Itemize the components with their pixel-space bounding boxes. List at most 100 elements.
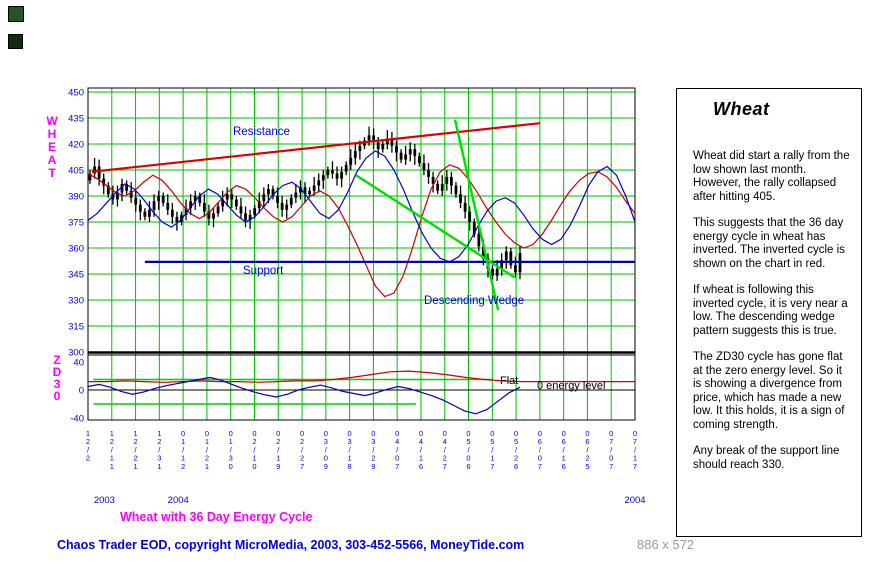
date-label: 4: [395, 437, 399, 446]
candle-body: [321, 175, 325, 181]
candle-body: [463, 202, 467, 212]
date-label: 1: [157, 429, 161, 438]
date-label: 0: [348, 429, 352, 438]
candle-body: [390, 138, 394, 146]
candle-body: [125, 183, 128, 191]
resistance-line: [91, 122, 540, 173]
energy-cycle-blue: [87, 150, 636, 263]
date-label: 2: [205, 454, 209, 463]
candle-body: [239, 206, 243, 214]
date-label: 0: [300, 429, 304, 438]
date-label: 2: [585, 454, 589, 463]
price-tick-label: 420: [68, 140, 84, 151]
candle-body: [116, 192, 119, 200]
candle-body: [299, 187, 302, 193]
date-label: 3: [229, 454, 233, 463]
date-label: 2: [371, 454, 375, 463]
date-label: /: [182, 445, 185, 454]
copyright-text: Chaos Trader EOD, copyright MicroMedia, …: [57, 538, 525, 552]
date-label: 0: [419, 429, 423, 438]
candle-body: [253, 208, 257, 216]
candle-body: [234, 199, 238, 207]
date-label: 1: [157, 462, 161, 471]
wheat-axis-title: E: [48, 140, 56, 154]
date-label: 9: [324, 462, 328, 471]
candle-body: [189, 201, 193, 209]
date-label: /: [135, 445, 138, 454]
candle-body: [294, 192, 298, 198]
candle-body: [175, 216, 179, 222]
app-icon-top[interactable]: [8, 6, 24, 22]
candle-body: [431, 176, 435, 184]
date-label: /: [467, 445, 470, 454]
candle-body: [202, 202, 206, 212]
date-label: 0: [252, 429, 256, 438]
date-label: 4: [443, 437, 447, 446]
candle-body: [459, 194, 462, 203]
candle-body: [88, 173, 92, 181]
candle-body: [482, 246, 485, 259]
date-label: 2: [252, 437, 256, 446]
date-label: 1: [181, 454, 185, 463]
price-tick-label: 360: [68, 244, 84, 255]
date-label: 4: [419, 437, 423, 446]
zd30-cycle-red: [88, 370, 635, 383]
date-label: /: [515, 445, 518, 454]
candle-body: [148, 209, 151, 217]
candle-body: [111, 194, 115, 200]
date-label: 2: [443, 454, 447, 463]
analysis-paragraph-4: The ZD30 cycle has gone flat at the zero…: [693, 351, 845, 431]
candle-body: [381, 144, 385, 150]
date-label: 6: [562, 437, 566, 446]
date-label: 1: [86, 429, 90, 438]
analysis-paragraph-3: If wheat is following this inverted cycl…: [693, 284, 848, 337]
candle-body: [376, 142, 380, 150]
date-label: 0: [633, 429, 637, 438]
candle-body: [454, 185, 458, 195]
date-label: /: [230, 445, 233, 454]
app-icon-bottom[interactable]: [8, 34, 23, 49]
candle-body: [504, 251, 508, 261]
candle-body: [436, 183, 440, 191]
zd30-tick-label: 40: [73, 358, 84, 369]
date-label: 1: [133, 429, 137, 438]
candle-body: [198, 196, 202, 203]
candle-body: [285, 204, 289, 210]
date-label: 0: [466, 454, 470, 463]
candle-body: [495, 268, 499, 276]
candle-body: [413, 149, 417, 157]
date-label: 1: [133, 462, 137, 471]
wheat-axis-title: H: [48, 127, 57, 141]
date-label: /: [349, 445, 352, 454]
date-label: 1: [490, 454, 494, 463]
candle-body: [358, 145, 362, 151]
zd30-panel-border: [87, 354, 636, 421]
date-label: /: [491, 445, 494, 454]
date-label: 2: [86, 437, 90, 446]
date-label: 0: [252, 462, 256, 471]
date-label: 1: [633, 454, 637, 463]
candle-body: [340, 171, 343, 179]
date-label: 0: [276, 429, 280, 438]
price-tick-label: 390: [68, 192, 84, 203]
date-label: 0: [205, 429, 209, 438]
date-label: 2: [86, 454, 90, 463]
date-label: /: [206, 445, 209, 454]
date-label: 0: [443, 429, 447, 438]
wheat-axis-title: T: [48, 166, 56, 180]
analysis-paragraph-2: This suggests that the 36 day energy cyc…: [693, 217, 845, 270]
candle-body: [280, 202, 284, 210]
candle-body: [468, 211, 472, 222]
candle-body: [312, 185, 316, 191]
chart-caption: Wheat with 36 Day Energy Cycle: [120, 510, 313, 524]
date-label: 5: [585, 462, 589, 471]
candle-body: [161, 196, 165, 203]
candle-body: [257, 201, 261, 209]
date-label: 6: [419, 462, 423, 471]
candle-body: [335, 173, 339, 179]
candle-body: [129, 190, 133, 198]
candle-body: [353, 150, 357, 158]
grid: [87, 88, 636, 420]
candle-body: [331, 170, 334, 174]
